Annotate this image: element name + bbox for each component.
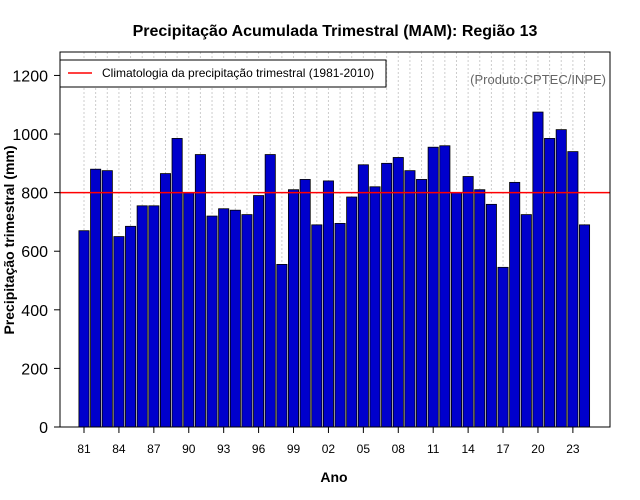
x-tick-label-1981: 81 (77, 442, 91, 456)
x-axis-title: Ano (320, 469, 347, 485)
y-tick-label-600: 600 (21, 244, 48, 261)
bar-1998 (276, 263, 288, 428)
bar-2022 (555, 129, 567, 428)
y-tick-label-1000: 1000 (12, 127, 48, 144)
bar-2000 (299, 179, 311, 428)
y-tick-label-400: 400 (21, 303, 48, 320)
product-credit: (Produto:CPTEC/INPE) (470, 72, 606, 87)
bar-1981 (78, 230, 90, 428)
y-axis: 0 200 400 600 800 1000 1200 (12, 68, 60, 437)
bar-2021 (544, 138, 556, 428)
x-tick-label-1993: 93 (217, 442, 231, 456)
bar-1988 (159, 173, 171, 428)
bar-1991 (194, 154, 206, 428)
bar-1984 (113, 236, 125, 428)
bar-1982 (90, 168, 102, 428)
plot-frame (59, 51, 611, 428)
y-tick-label-0: 0 (39, 420, 48, 437)
bar-2018 (509, 181, 521, 428)
legend: Climatologia da precipitação trimestral … (59, 59, 387, 88)
x-axis: 81 84 87 90 93 96 99 02 05 08 11 14 17 20 23 (77, 427, 580, 456)
bar-1986 (136, 205, 148, 428)
x-tick-label-2002: 02 (322, 442, 336, 456)
x-tick-label-2017: 17 (496, 442, 510, 456)
bar-2024 (579, 224, 591, 428)
bar-1996 (253, 195, 265, 428)
bar-1999 (288, 189, 300, 428)
bar-1994 (229, 209, 241, 428)
y-tick-label-200: 200 (21, 361, 48, 378)
bar-2016 (485, 203, 497, 428)
bar-1985 (125, 225, 137, 428)
x-tick-label-2005: 05 (357, 442, 371, 456)
legend-label: Climatologia da precipitação trimestral … (102, 66, 374, 80)
bar-1989 (171, 138, 183, 428)
bar-1993 (218, 208, 230, 428)
bar-2014 (462, 176, 474, 428)
bar-2005 (357, 164, 369, 428)
bar-2004 (346, 196, 358, 428)
y-tick-label-1200: 1200 (12, 68, 48, 85)
x-tick-label-1990: 90 (182, 442, 196, 456)
bar-2003 (334, 222, 346, 428)
x-tick-label-1987: 87 (147, 442, 161, 456)
bar-2015 (474, 189, 486, 428)
bar-series (78, 111, 591, 428)
bar-2020 (532, 111, 544, 428)
x-tick-label-1996: 96 (252, 442, 266, 456)
x-tick-label-2023: 23 (566, 442, 580, 456)
bar-1987 (148, 205, 160, 428)
bar-2001 (311, 224, 323, 428)
bar-1995 (241, 214, 253, 428)
bar-2006 (369, 186, 381, 428)
x-tick-label-2008: 08 (392, 442, 406, 456)
y-axis-title: Precipitação trimestral (mm) (1, 145, 17, 334)
legend-box (59, 59, 387, 88)
x-tick-label-2020: 20 (531, 442, 545, 456)
bar-1992 (206, 215, 218, 428)
bar-1990 (183, 192, 195, 428)
bar-2010 (416, 179, 428, 428)
bar-2007 (381, 162, 393, 428)
bar-2017 (497, 266, 509, 428)
bar-2009 (404, 170, 416, 428)
bar-2002 (322, 180, 334, 428)
bar-2019 (520, 214, 532, 428)
bar-2011 (427, 146, 439, 428)
bar-2013 (450, 192, 462, 428)
y-tick-label-800: 800 (21, 186, 48, 203)
x-tick-label-1999: 99 (287, 442, 301, 456)
x-tick-label-2014: 14 (461, 442, 475, 456)
bar-1997 (264, 154, 276, 428)
bar-2008 (392, 157, 404, 428)
bar-2012 (439, 145, 451, 428)
x-tick-label-1984: 84 (112, 442, 126, 456)
bar-1983 (101, 170, 113, 428)
chart-title: Precipitação Acumulada Trimestral (MAM):… (133, 23, 538, 40)
x-tick-label-2011: 11 (427, 442, 440, 456)
